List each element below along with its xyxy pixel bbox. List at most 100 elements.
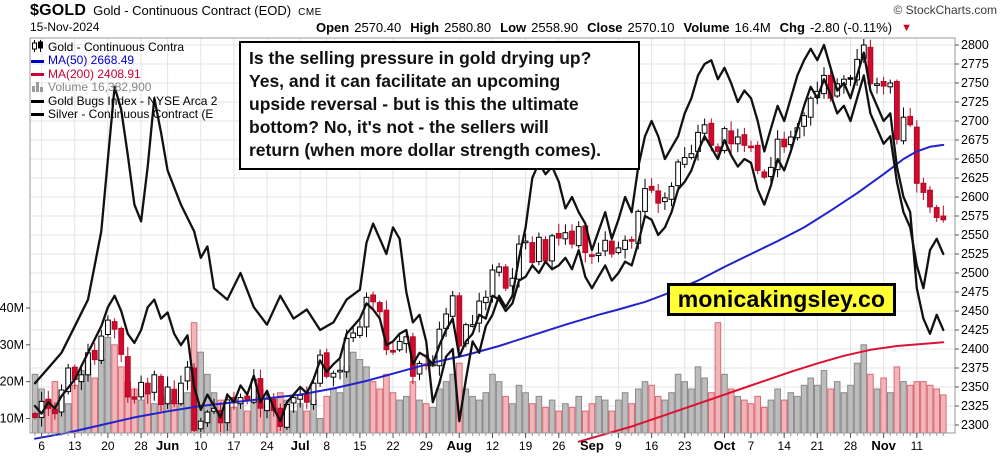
svg-text:2300: 2300 xyxy=(961,418,989,432)
chart-legend: Gold - Continuous Contra MA(50) 2668.49 MA… xyxy=(31,40,217,121)
svg-text:2325: 2325 xyxy=(961,399,989,413)
svg-text:2575: 2575 xyxy=(961,209,989,223)
legend-item-4: Gold Bugs Index - NYSE Arca 2 xyxy=(31,93,218,108)
legend-item-3: Volume 16,382,900 xyxy=(31,80,217,95)
svg-text:Jun: Jun xyxy=(156,438,179,453)
svg-text:2800: 2800 xyxy=(961,38,989,52)
svg-text:15: 15 xyxy=(353,439,367,453)
chart-header: $GOLD Gold - Continuous Contract (EOD) C… xyxy=(30,2,322,20)
svg-text:10: 10 xyxy=(194,439,208,453)
price-axis: 2800 2775 2750 2725 2700 2675 2650 2625 2600 2575… xyxy=(955,38,989,432)
close-value: 2570.10 xyxy=(627,20,675,35)
svg-text:Oct: Oct xyxy=(714,438,736,453)
svg-text:26: 26 xyxy=(552,439,566,453)
svg-text:2775: 2775 xyxy=(961,57,989,71)
volume-bars xyxy=(31,322,947,434)
ticker-symbol: $GOLD xyxy=(30,2,87,19)
svg-text:2700: 2700 xyxy=(961,114,989,128)
svg-text:6: 6 xyxy=(38,439,45,453)
svg-text:2525: 2525 xyxy=(961,247,989,261)
svg-text:30M: 30M xyxy=(0,338,24,352)
legend-item-label: Gold Bugs Index - NYSE Arca 2 xyxy=(48,93,218,108)
svg-text:9: 9 xyxy=(615,439,622,453)
svg-text:14: 14 xyxy=(778,439,792,453)
quote-row: 15-Nov-2024 Open 2570.40 High 2580.80 Low 2… xyxy=(30,20,996,35)
svg-text:21: 21 xyxy=(811,439,825,453)
legend-item-label: Silver - Continuous Contract (E xyxy=(48,107,214,122)
svg-text:16: 16 xyxy=(645,439,659,453)
silver-line xyxy=(33,43,945,423)
exchange-label: CME xyxy=(298,7,322,18)
legend-item-0: Gold - Continuous Contra xyxy=(31,40,217,54)
svg-text:2550: 2550 xyxy=(961,228,989,242)
line-swatch-icon xyxy=(31,113,44,117)
svg-text:2475: 2475 xyxy=(961,285,989,299)
line-swatch-icon xyxy=(31,73,44,77)
svg-text:29: 29 xyxy=(420,439,434,453)
chg-label: Chg xyxy=(779,20,805,35)
quote-date: 15-Nov-2024 xyxy=(30,20,100,34)
open-label: Open xyxy=(316,20,350,35)
open-value: 2570.40 xyxy=(354,20,402,35)
svg-text:12: 12 xyxy=(486,439,500,453)
svg-text:11: 11 xyxy=(911,439,924,453)
annotation-note: Is the selling pressure in gold drying u… xyxy=(239,41,640,170)
legend-item-label: Gold - Continuous Contra xyxy=(48,39,185,54)
ohlc-quote: Open 2570.40 High 2580.80 Low 2558.90 Close… xyxy=(316,20,912,35)
svg-text:7: 7 xyxy=(748,439,755,453)
svg-text:2425: 2425 xyxy=(961,323,989,337)
close-label: Close xyxy=(587,20,623,35)
svg-text:2400: 2400 xyxy=(961,342,989,356)
legend-item-1: MA(50) 2668.49 xyxy=(31,53,217,68)
legend-item-2: MA(200) 2408.91 xyxy=(31,66,217,81)
svg-text:2450: 2450 xyxy=(961,304,989,318)
svg-text:2375: 2375 xyxy=(961,361,989,375)
svg-text:28: 28 xyxy=(844,439,858,453)
line-swatch-icon xyxy=(31,59,44,63)
volume-bars-icon xyxy=(31,81,44,94)
svg-text:2350: 2350 xyxy=(961,380,989,394)
svg-text:Aug: Aug xyxy=(447,438,472,453)
down-triangle-icon: ▼ xyxy=(901,22,912,34)
svg-text:13: 13 xyxy=(68,439,82,453)
low-value: 2558.90 xyxy=(531,20,579,35)
date-axis: 6 13 20 28 Jun 10 17 24 Jul 8 15 22 29 Aug 12 19 26 Sep 9 1… xyxy=(34,433,944,453)
svg-text:2625: 2625 xyxy=(961,171,989,185)
legend-item-5: Silver - Continuous Contract (E xyxy=(31,107,217,122)
svg-text:2725: 2725 xyxy=(961,95,989,109)
svg-text:23: 23 xyxy=(678,439,692,453)
legend-item-label: MA(50) 2668.49 xyxy=(48,53,135,68)
svg-text:Jul: Jul xyxy=(291,438,310,453)
ma200-line xyxy=(577,341,945,443)
svg-text:2600: 2600 xyxy=(961,190,989,204)
volume-axis: 40M 30M 20M 10M xyxy=(0,301,30,426)
svg-text:20M: 20M xyxy=(0,375,24,389)
svg-text:8: 8 xyxy=(323,439,330,453)
svg-text:2500: 2500 xyxy=(961,266,989,280)
svg-text:24: 24 xyxy=(260,439,274,453)
svg-text:10M: 10M xyxy=(0,412,24,426)
svg-text:19: 19 xyxy=(519,439,533,453)
svg-text:2650: 2650 xyxy=(961,152,989,166)
high-value: 2580.80 xyxy=(444,20,492,35)
svg-text:17: 17 xyxy=(227,439,241,453)
volume-label: Volume xyxy=(683,20,730,35)
gold-bugs-index-line xyxy=(33,74,945,423)
instrument-title: Gold - Continuous Contract (EOD) xyxy=(93,3,292,18)
svg-text:2675: 2675 xyxy=(961,133,989,147)
legend-item-label: MA(200) 2408.91 xyxy=(48,66,141,81)
low-label: Low xyxy=(500,20,527,35)
svg-text:20: 20 xyxy=(101,439,115,453)
svg-text:2750: 2750 xyxy=(961,76,989,90)
legend-item-label: Volume 16,382,900 xyxy=(48,80,152,95)
svg-text:28: 28 xyxy=(134,439,148,453)
svg-text:40M: 40M xyxy=(0,301,24,315)
stockcharts-copyright-link[interactable]: © StockCharts.com xyxy=(893,3,997,17)
volume-value: 16.4M xyxy=(734,20,771,35)
svg-text:Nov: Nov xyxy=(871,438,896,453)
line-swatch-icon xyxy=(31,99,44,103)
chg-value: -2.80 (-0.11%) xyxy=(809,20,893,35)
